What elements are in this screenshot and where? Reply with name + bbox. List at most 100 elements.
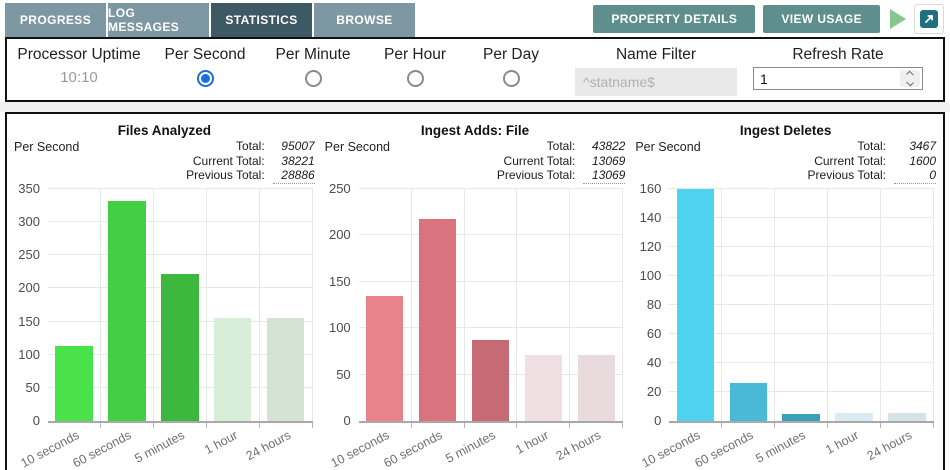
open-in-new-button[interactable]	[914, 4, 944, 34]
y-tick-label: 200	[328, 227, 351, 243]
y-tick-label: 350	[18, 181, 40, 196]
toolbar-actions: PROPERTY DETAILS VIEW USAGE	[593, 4, 944, 34]
charts-panel: Files Analyzed Per Second Total: 95007 Cu…	[5, 112, 945, 470]
bar-cell	[260, 189, 313, 428]
spinner-buttons[interactable]	[900, 70, 920, 87]
current-total-label: Current Total:	[814, 153, 887, 168]
bar-10-seconds[interactable]	[676, 189, 714, 421]
bar-5-minutes[interactable]	[782, 413, 820, 421]
chart-totals: Total: 3467 Current Total: 1600 Previous T…	[808, 139, 937, 184]
bar-60-seconds[interactable]	[729, 383, 767, 421]
bar-10-seconds[interactable]	[55, 346, 93, 421]
y-tick-label: 120	[639, 239, 662, 254]
bar-cell	[154, 189, 207, 428]
name-filter-input[interactable]	[575, 68, 737, 96]
radio-per-minute-label: Per Minute	[275, 46, 351, 63]
gridline	[358, 280, 624, 282]
radio-per-second-label: Per Second	[164, 46, 246, 63]
bar-cell	[881, 189, 935, 428]
spinner-down-icon[interactable]	[906, 78, 914, 87]
previous-total-label: Previous Total:	[186, 168, 265, 182]
spinner-up-icon[interactable]	[906, 70, 914, 79]
section-divider	[0, 102, 950, 112]
tab-browse-label: BROWSE	[336, 13, 393, 27]
bar-cell	[517, 189, 571, 428]
plot-area: 0 20 40 60 80 100 120 140 160	[640, 181, 935, 428]
bar-10-seconds[interactable]	[365, 295, 404, 421]
bar-cell	[669, 189, 723, 428]
chart-unit-label: Per Second	[324, 140, 390, 154]
tab-bar: PROGRESS LOG MESSAGES STATISTICS BROWSE …	[0, 0, 950, 37]
radio-per-hour-input[interactable]	[406, 70, 424, 87]
radio-per-second[interactable]: Per Second	[157, 46, 253, 87]
view-usage-button[interactable]: VIEW USAGE	[763, 5, 880, 33]
x-axis-label: 10 seconds	[328, 428, 392, 470]
bar-5-minutes[interactable]	[471, 340, 510, 421]
y-tick-label: 80	[646, 297, 662, 312]
x-axis-label: 1 hour	[823, 428, 862, 458]
chart-totals: Total: 43822 Current Total: 13069 Previous…	[497, 139, 626, 184]
bar-1-hour[interactable]	[214, 318, 252, 421]
refresh-rate-label: Refresh Rate	[792, 46, 884, 63]
y-tick-label: 250	[328, 181, 351, 196]
x-axis-label: 1 hour	[201, 428, 240, 458]
radio-per-day[interactable]: Per Day	[469, 46, 553, 87]
x-axis-labels: 10 seconds 60 seconds 5 minutes 1 hour 24 ho…	[18, 423, 313, 470]
radio-per-minute[interactable]: Per Minute	[265, 46, 361, 87]
bar-1-hour[interactable]	[524, 355, 563, 421]
tab-log-messages[interactable]: LOG MESSAGES	[108, 3, 209, 37]
gridline	[669, 362, 935, 363]
bar-5-minutes[interactable]	[161, 273, 199, 421]
y-tick-label: 140	[639, 210, 662, 225]
bar-1-hour[interactable]	[835, 413, 873, 421]
x-axis-label: 24 hours	[864, 428, 915, 464]
refresh-rate: Refresh Rate	[753, 46, 923, 90]
bar-cell	[570, 189, 624, 428]
bar-24-hours[interactable]	[888, 413, 926, 421]
x-axis-label: 24 hours	[553, 428, 604, 464]
y-tick-label: 50	[25, 379, 40, 395]
chart-header: Per Second Total: 43822 Current Total: 130…	[323, 139, 628, 184]
radio-per-day-input[interactable]	[502, 70, 520, 87]
property-details-button[interactable]: PROPERTY DETAILS	[593, 5, 756, 33]
y-tick-label: 0	[654, 413, 662, 428]
refresh-rate-input[interactable]	[754, 68, 898, 89]
y-tick-label: 40	[646, 355, 662, 370]
x-axis-label: 5 minutes	[132, 428, 187, 466]
bar-60-seconds[interactable]	[108, 200, 146, 421]
total-label: Total:	[857, 139, 887, 153]
radio-per-second-input[interactable]	[196, 70, 214, 87]
total-value: 43822	[591, 139, 626, 153]
bar-24-hours[interactable]	[577, 355, 616, 421]
y-tick-label: 60	[646, 326, 662, 341]
radio-per-hour[interactable]: Per Hour	[373, 46, 457, 87]
gridline	[358, 188, 624, 189]
x-axis-label: 60 seconds	[692, 428, 756, 470]
x-axis-labels: 10 seconds 60 seconds 5 minutes 1 hour 24 ho…	[329, 423, 624, 470]
y-tick-label: 200	[18, 280, 40, 296]
previous-total-label: Previous Total:	[496, 168, 576, 182]
x-axis-label: 24 hours	[243, 428, 293, 464]
radio-per-minute-input[interactable]	[304, 70, 322, 87]
chart-unit-label: Per Second	[635, 140, 701, 154]
x-axis-label: 5 minutes	[443, 428, 498, 466]
control-bar: Processor Uptime 10:10 Per Second Per Mi…	[5, 37, 945, 102]
previous-total-label: Previous Total:	[807, 168, 887, 182]
y-tick-label: 0	[343, 413, 351, 428]
y-tick-label: 250	[18, 247, 40, 263]
play-icon[interactable]	[890, 9, 906, 29]
bar-24-hours[interactable]	[267, 318, 305, 421]
tab-browse[interactable]: BROWSE	[314, 3, 415, 37]
y-tick-label: 300	[18, 214, 40, 230]
tab-statistics[interactable]: STATISTICS	[211, 3, 312, 37]
y-tick-label: 150	[328, 273, 351, 289]
tab-progress[interactable]: PROGRESS	[5, 3, 106, 37]
x-axis-label: 60 seconds	[381, 428, 445, 470]
x-axis-label: 1 hour	[512, 428, 551, 458]
current-total-value: 38221	[281, 153, 315, 168]
processor-uptime-value: 10:10	[60, 69, 98, 86]
bar-60-seconds[interactable]	[418, 218, 457, 421]
bar-cell	[359, 189, 412, 428]
y-tick-label: 150	[18, 313, 40, 329]
plot-area: 0 50 100 150 200 250	[329, 181, 624, 428]
